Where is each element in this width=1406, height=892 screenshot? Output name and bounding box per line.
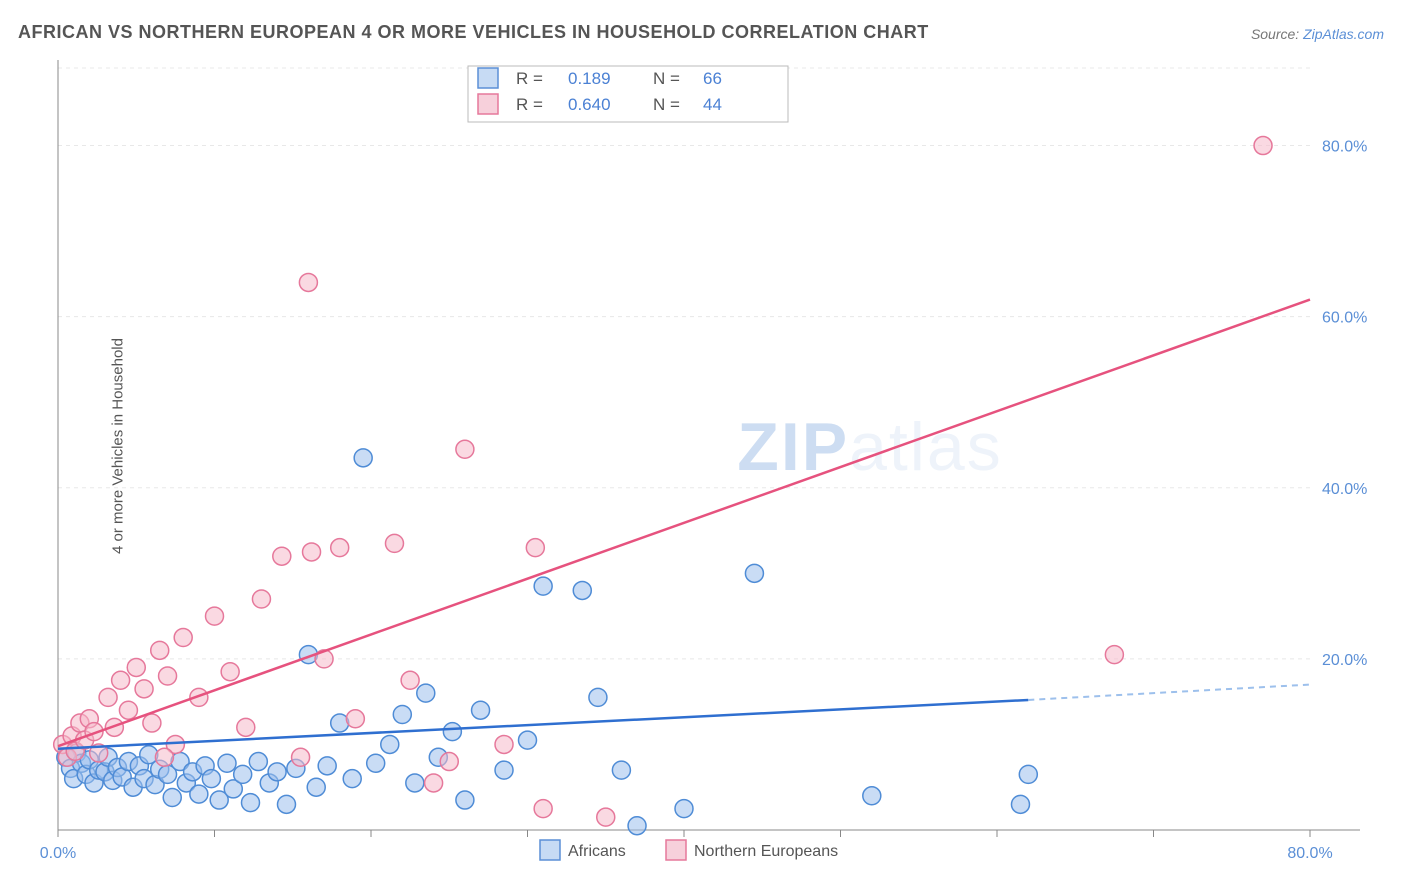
- scatter-point-pink: [273, 547, 291, 565]
- scatter-point-blue: [367, 754, 385, 772]
- bottom-legend-swatch-blue: [540, 840, 560, 860]
- scatter-point-blue: [628, 817, 646, 835]
- legend-swatch-blue: [478, 68, 498, 88]
- scatter-point-pink: [206, 607, 224, 625]
- legend-r-label: R =: [516, 95, 543, 114]
- scatter-point-pink: [99, 688, 117, 706]
- scatter-point-blue: [343, 770, 361, 788]
- scatter-point-pink: [303, 543, 321, 561]
- scatter-point-blue: [202, 770, 220, 788]
- scatter-point-blue: [472, 701, 490, 719]
- scatter-point-blue: [268, 763, 286, 781]
- bottom-legend-swatch-pink: [666, 840, 686, 860]
- legend-n-label: N =: [653, 69, 680, 88]
- legend-n-value: 44: [703, 95, 722, 114]
- scatter-point-pink: [331, 539, 349, 557]
- legend-n-label: N =: [653, 95, 680, 114]
- scatter-point-blue: [163, 788, 181, 806]
- scatter-point-blue: [241, 794, 259, 812]
- scatter-point-blue: [863, 787, 881, 805]
- scatter-point-pink: [1254, 137, 1272, 155]
- scatter-point-pink: [112, 671, 130, 689]
- scatter-point-pink: [143, 714, 161, 732]
- y-tick-label: 20.0%: [1322, 652, 1367, 669]
- scatter-chart: 20.0% 40.0% 60.0% 80.0% ZIPatlas 0.0% 80.0% R =…: [0, 0, 1406, 892]
- watermark: ZIPatlas: [737, 409, 1002, 485]
- scatter-point-blue: [443, 723, 461, 741]
- scatter-point-pink: [425, 774, 443, 792]
- scatter-point-pink: [127, 658, 145, 676]
- scatter-point-pink: [526, 539, 544, 557]
- scatter-point-blue: [307, 778, 325, 796]
- scatter-point-blue: [1011, 795, 1029, 813]
- scatter-point-pink: [155, 748, 173, 766]
- scatter-point-pink: [174, 629, 192, 647]
- scatter-point-blue: [277, 795, 295, 813]
- x-tick-label: 80.0%: [1287, 845, 1332, 862]
- bottom-legend-label: Northern Europeans: [694, 843, 838, 860]
- scatter-point-blue: [417, 684, 435, 702]
- scatter-point-pink: [346, 710, 364, 728]
- trend-line-blue: [58, 700, 1028, 749]
- scatter-point-blue: [318, 757, 336, 775]
- scatter-point-blue: [675, 800, 693, 818]
- scatter-point-blue: [573, 581, 591, 599]
- scatter-point-blue: [534, 577, 552, 595]
- scatter-point-blue: [381, 735, 399, 753]
- scatter-point-blue: [354, 449, 372, 467]
- scatter-point-blue: [589, 688, 607, 706]
- scatter-point-blue: [393, 706, 411, 724]
- y-tick-label: 80.0%: [1322, 139, 1367, 156]
- scatter-point-pink: [1105, 646, 1123, 664]
- scatter-point-pink: [440, 753, 458, 771]
- scatter-point-pink: [456, 440, 474, 458]
- scatter-point-blue: [612, 761, 630, 779]
- scatter-point-blue: [249, 753, 267, 771]
- bottom-legend-label: Africans: [568, 843, 626, 860]
- trend-line-pink: [58, 300, 1310, 747]
- scatter-point-blue: [218, 754, 236, 772]
- scatter-point-blue: [456, 791, 474, 809]
- scatter-point-blue: [234, 765, 252, 783]
- scatter-point-pink: [401, 671, 419, 689]
- legend-r-label: R =: [516, 69, 543, 88]
- legend-n-value: 66: [703, 69, 722, 88]
- scatter-point-blue: [1019, 765, 1037, 783]
- legend-swatch-pink: [478, 94, 498, 114]
- scatter-point-blue: [519, 731, 537, 749]
- scatter-point-pink: [237, 718, 255, 736]
- scatter-point-pink: [534, 800, 552, 818]
- scatter-point-blue: [495, 761, 513, 779]
- scatter-point-pink: [292, 748, 310, 766]
- legend-r-value: 0.189: [568, 69, 611, 88]
- scatter-point-pink: [151, 641, 169, 659]
- scatter-point-pink: [159, 667, 177, 685]
- scatter-point-pink: [299, 273, 317, 291]
- scatter-point-pink: [597, 808, 615, 826]
- scatter-point-pink: [135, 680, 153, 698]
- scatter-point-pink: [119, 701, 137, 719]
- x-tick-label: 0.0%: [40, 845, 76, 862]
- scatter-point-pink: [252, 590, 270, 608]
- y-tick-label: 60.0%: [1322, 310, 1367, 327]
- y-tick-label: 40.0%: [1322, 481, 1367, 498]
- legend-r-value: 0.640: [568, 95, 611, 114]
- scatter-point-pink: [495, 735, 513, 753]
- scatter-point-blue: [745, 564, 763, 582]
- scatter-point-blue: [406, 774, 424, 792]
- scatter-point-pink: [385, 534, 403, 552]
- trend-line-blue-extrapolated: [1028, 685, 1310, 700]
- scatter-point-blue: [190, 785, 208, 803]
- scatter-point-pink: [221, 663, 239, 681]
